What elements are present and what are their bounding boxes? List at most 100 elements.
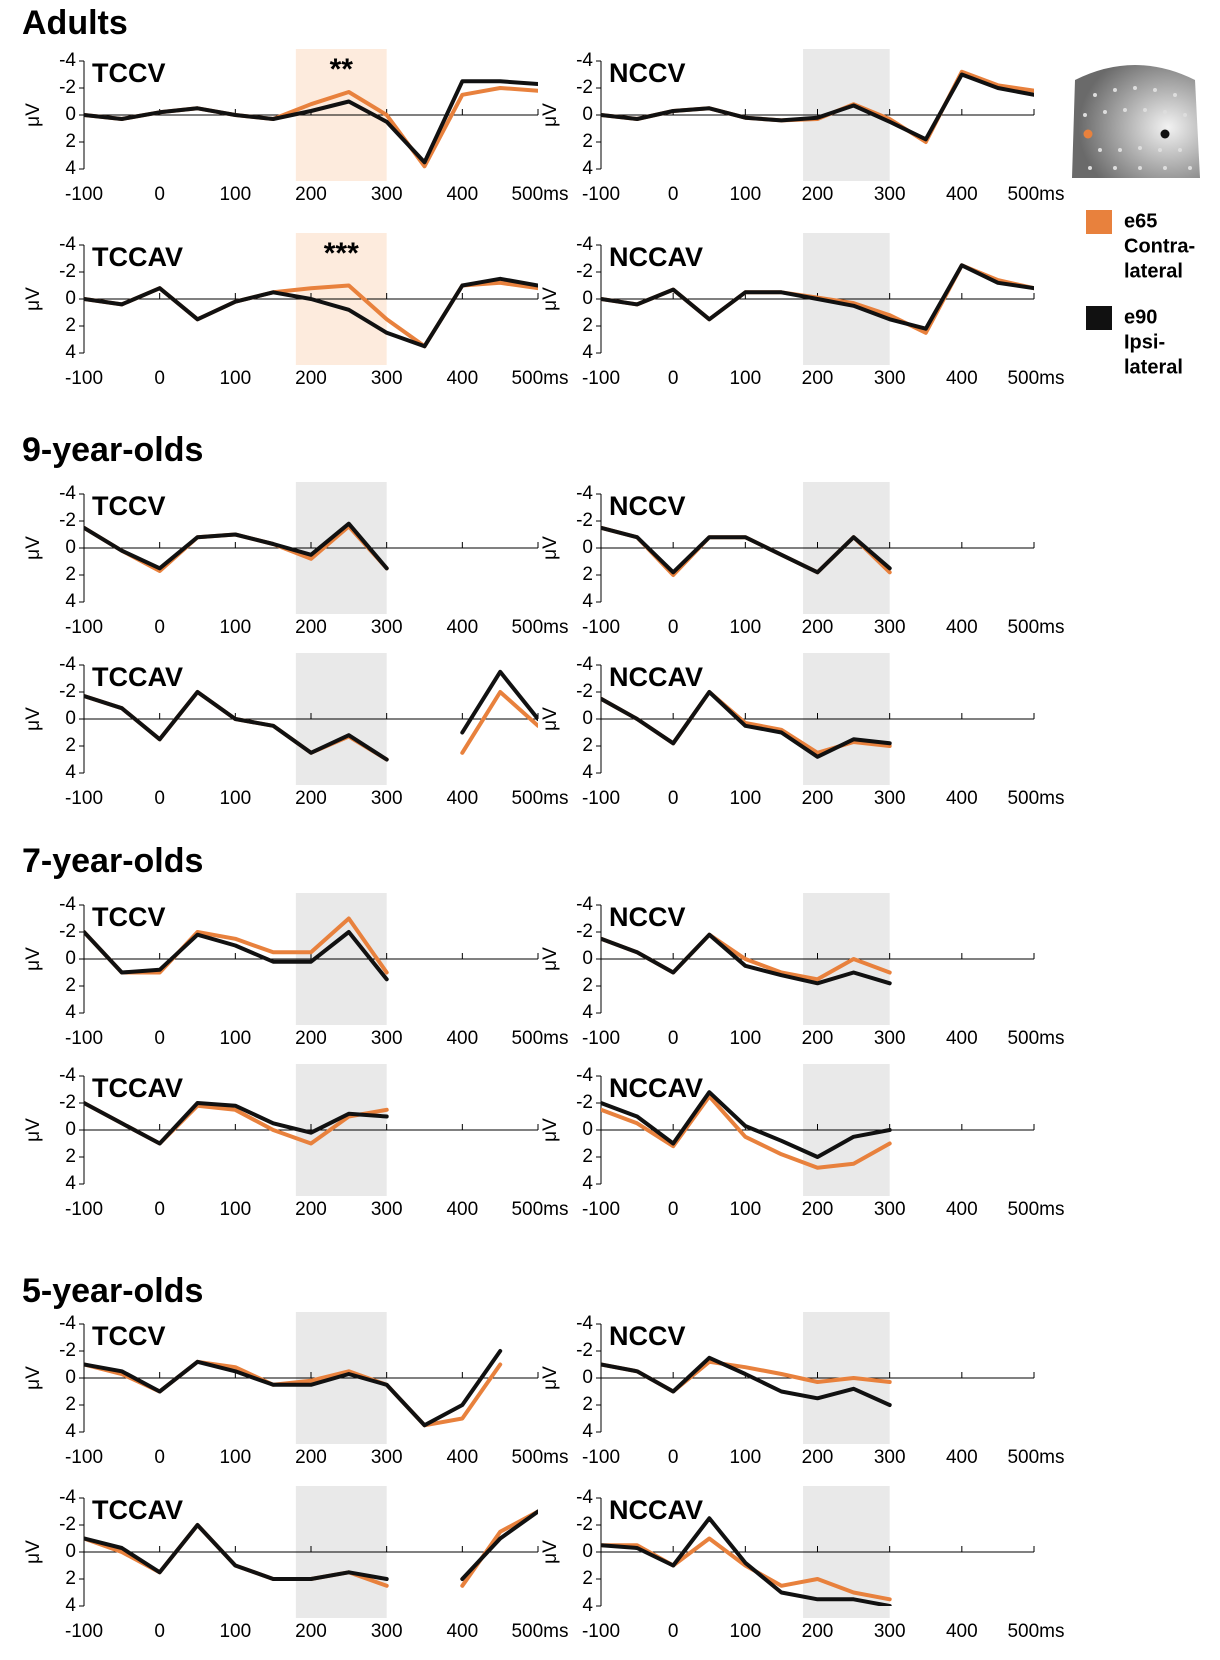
x-tick-label: 0 bbox=[668, 1447, 679, 1468]
y-tick-label: 0 bbox=[582, 104, 593, 125]
x-tick-label: 400 bbox=[946, 1447, 978, 1468]
x-tick-label: 0 bbox=[668, 617, 679, 638]
y-axis-label: μV bbox=[23, 287, 44, 311]
x-tick-label: 400 bbox=[446, 1199, 478, 1220]
x-tick-label: 500ms bbox=[511, 184, 568, 205]
panel-title: TCCAV bbox=[92, 662, 183, 692]
x-tick-label: -100 bbox=[582, 368, 620, 389]
y-tick-label: 2 bbox=[582, 564, 593, 585]
y-tick-label: 0 bbox=[65, 537, 76, 558]
x-tick-label: 500ms bbox=[511, 1621, 568, 1642]
x-tick-label: 300 bbox=[874, 368, 906, 389]
x-tick-label: -100 bbox=[582, 1447, 620, 1468]
legend: e65 Contra-lateral e90 Ipsi-lateral bbox=[1086, 210, 1195, 378]
x-tick-label: 400 bbox=[946, 368, 978, 389]
y-tick-label: -2 bbox=[576, 77, 593, 98]
electrodes bbox=[1083, 86, 1192, 170]
x-tick-label: 200 bbox=[295, 184, 327, 205]
y-tick-label: 4 bbox=[582, 762, 593, 783]
y-axis-label: μV bbox=[540, 1366, 561, 1390]
x-tick-label: 0 bbox=[668, 1199, 679, 1220]
y-tick-label: 0 bbox=[582, 1367, 593, 1388]
legend-sublabel: lateral bbox=[1124, 356, 1183, 378]
y-tick-label: 2 bbox=[582, 735, 593, 756]
x-tick-label: 100 bbox=[219, 1621, 251, 1642]
x-tick-label: 200 bbox=[802, 368, 834, 389]
y-tick-label: -2 bbox=[59, 77, 76, 98]
x-tick-label: -100 bbox=[65, 1447, 103, 1468]
y-tick-label: 0 bbox=[65, 1367, 76, 1388]
legend-swatch bbox=[1086, 306, 1112, 330]
y-tick-label: 0 bbox=[582, 1541, 593, 1562]
x-tick-label: 300 bbox=[874, 184, 906, 205]
y-tick-label: -4 bbox=[576, 1065, 593, 1086]
y-tick-label: 0 bbox=[65, 708, 76, 729]
x-tick-label: -100 bbox=[582, 184, 620, 205]
x-tick-label: -100 bbox=[65, 1199, 103, 1220]
x-tick-label: -100 bbox=[65, 617, 103, 638]
x-tick-label: 0 bbox=[154, 1028, 165, 1049]
x-tick-label: 500ms bbox=[511, 1028, 568, 1049]
waveform bbox=[84, 1509, 538, 1581]
y-tick-label: 2 bbox=[65, 315, 76, 336]
x-tick-label: 500ms bbox=[511, 1199, 568, 1220]
y-tick-label: 2 bbox=[65, 1394, 76, 1415]
y-tick-label: 4 bbox=[65, 1595, 76, 1616]
x-tick-label: 200 bbox=[295, 1199, 327, 1220]
y-tick-label: 0 bbox=[582, 288, 593, 309]
x-tick-label: 300 bbox=[371, 788, 403, 809]
x-tick-label: 300 bbox=[371, 1028, 403, 1049]
panel-title: TCCV bbox=[92, 58, 166, 88]
x-tick-label: 0 bbox=[668, 788, 679, 809]
panel: -4 -2 0 2 4 -100 0 100 200 300 400 500ms μV NCCAV bbox=[540, 653, 1065, 809]
significance: *** bbox=[324, 237, 359, 270]
legend-label: e65 bbox=[1124, 210, 1157, 232]
x-tick-label: -100 bbox=[582, 1621, 620, 1642]
x-tick-label: 400 bbox=[446, 1028, 478, 1049]
x-tick-label: 500ms bbox=[511, 788, 568, 809]
panel-title: TCCV bbox=[92, 491, 166, 521]
y-tick-label: 4 bbox=[65, 762, 76, 783]
x-tick-label: 500ms bbox=[1007, 788, 1064, 809]
x-tick-label: 100 bbox=[729, 368, 761, 389]
y-tick-label: -4 bbox=[576, 50, 593, 71]
y-tick-label: -4 bbox=[59, 483, 76, 504]
waveform bbox=[601, 1518, 998, 1606]
y-tick-label: 0 bbox=[65, 1541, 76, 1562]
y-tick-label: 2 bbox=[582, 131, 593, 152]
x-tick-label: 200 bbox=[295, 368, 327, 389]
x-tick-label: 0 bbox=[154, 1199, 165, 1220]
legend-sublabel: lateral bbox=[1124, 260, 1183, 282]
x-tick-label: 0 bbox=[154, 368, 165, 389]
panel: -4 -2 0 2 4 -100 0 100 200 300 400 500ms μV TCCAV bbox=[23, 653, 569, 809]
panel-title: NCCV bbox=[609, 902, 686, 932]
x-tick-label: 200 bbox=[295, 788, 327, 809]
x-tick-label: 100 bbox=[219, 788, 251, 809]
legend-sublabel: Contra- bbox=[1124, 235, 1195, 257]
panel: -4 -2 0 2 4 -100 0 100 200 300 400 500ms μV TCCAV bbox=[23, 1064, 569, 1220]
y-tick-label: -4 bbox=[59, 1487, 76, 1508]
x-tick-label: 100 bbox=[219, 184, 251, 205]
significance: ** bbox=[330, 53, 354, 86]
x-tick-label: 300 bbox=[371, 1621, 403, 1642]
x-tick-label: -100 bbox=[582, 617, 620, 638]
y-tick-label: 0 bbox=[65, 1119, 76, 1140]
panel-title: NCCAV bbox=[609, 662, 703, 692]
x-tick-label: 100 bbox=[729, 788, 761, 809]
panel-title: TCCAV bbox=[92, 1495, 183, 1525]
y-tick-label: -4 bbox=[59, 1065, 76, 1086]
panel: -4 -2 0 2 4 -100 0 100 200 300 400 500ms μV NCCV bbox=[540, 1312, 1065, 1468]
waveform bbox=[84, 932, 462, 979]
panel: -4 -2 0 2 4 -100 0 100 200 300 400 500ms μV NCCAV bbox=[540, 1486, 1065, 1642]
x-tick-label: 100 bbox=[219, 1447, 251, 1468]
y-tick-label: 2 bbox=[65, 1146, 76, 1167]
y-tick-label: -2 bbox=[59, 1340, 76, 1361]
electrode-e90 bbox=[1160, 129, 1170, 139]
y-tick-label: 4 bbox=[65, 591, 76, 612]
y-tick-label: -4 bbox=[59, 654, 76, 675]
y-tick-label: -2 bbox=[59, 1514, 76, 1535]
x-tick-label: 0 bbox=[668, 184, 679, 205]
x-tick-label: 500ms bbox=[1007, 1621, 1064, 1642]
waveform bbox=[84, 1103, 462, 1150]
